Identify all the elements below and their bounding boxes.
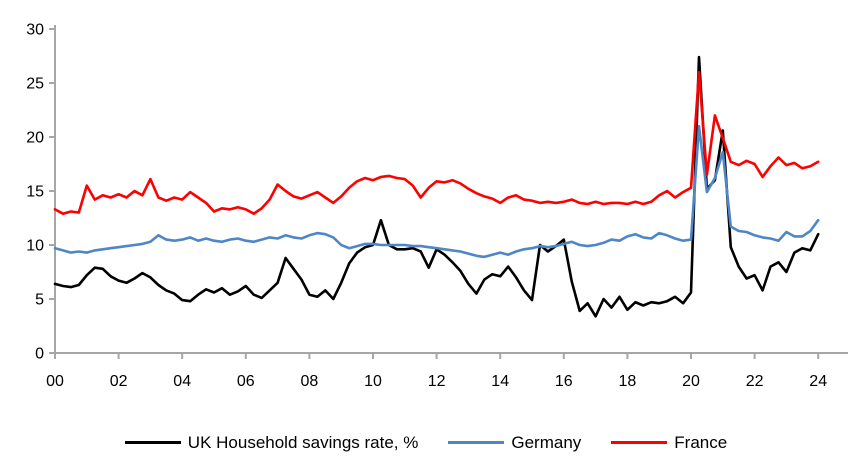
x-axis-tick-label: 02 <box>110 373 128 390</box>
y-axis-tick-label: 0 <box>35 346 44 363</box>
uk-line-swatch <box>124 440 181 444</box>
series-line-france <box>53 70 820 215</box>
x-axis-tick-label: 18 <box>619 373 637 390</box>
chart-legend: UK Household savings rate, % Germany Fra… <box>0 424 852 460</box>
y-axis-tick-label: 25 <box>26 76 44 93</box>
legend-item-germany: Germany <box>448 434 581 451</box>
x-axis-tick-label: 04 <box>173 373 191 390</box>
y-axis-tick-label: 10 <box>26 238 44 255</box>
germany-legend-label: Germany <box>511 432 582 452</box>
series-line-uk <box>53 55 820 318</box>
y-axis-tick-label: 30 <box>26 22 44 39</box>
x-axis-tick-label: 12 <box>428 373 446 390</box>
y-axis-tick-label: 5 <box>35 292 44 309</box>
x-axis-tick-label: 16 <box>555 373 573 390</box>
savings-rate-line-chart: 0 5 10 15 20 25 30 00 02 04 06 08 10 12 14 16 18 20 22 24 <box>26 22 848 390</box>
germany-line-swatch <box>448 440 505 444</box>
x-axis-tick-label: 22 <box>746 373 764 390</box>
y-axis-tick-label: 20 <box>26 130 44 147</box>
y-axis-tick-label: 15 <box>26 184 44 201</box>
x-axis-tick-label: 14 <box>491 373 509 390</box>
france-legend-label: France <box>674 432 728 452</box>
france-line-swatch <box>611 440 668 444</box>
x-axis-tick-label: 24 <box>809 373 827 390</box>
legend-item-uk: UK Household savings rate, % <box>124 432 419 452</box>
x-axis-tick-label: 20 <box>682 373 700 390</box>
x-axis-tick-label: 06 <box>237 373 255 390</box>
series-line-germany <box>53 124 820 259</box>
x-axis-tick-label: 00 <box>46 373 64 390</box>
x-axis-tick-label: 10 <box>364 373 382 390</box>
x-axis-tick-label: 08 <box>301 373 319 390</box>
uk-legend-label: UK Household savings rate, % <box>187 432 419 452</box>
legend-item-france: France <box>611 434 727 451</box>
